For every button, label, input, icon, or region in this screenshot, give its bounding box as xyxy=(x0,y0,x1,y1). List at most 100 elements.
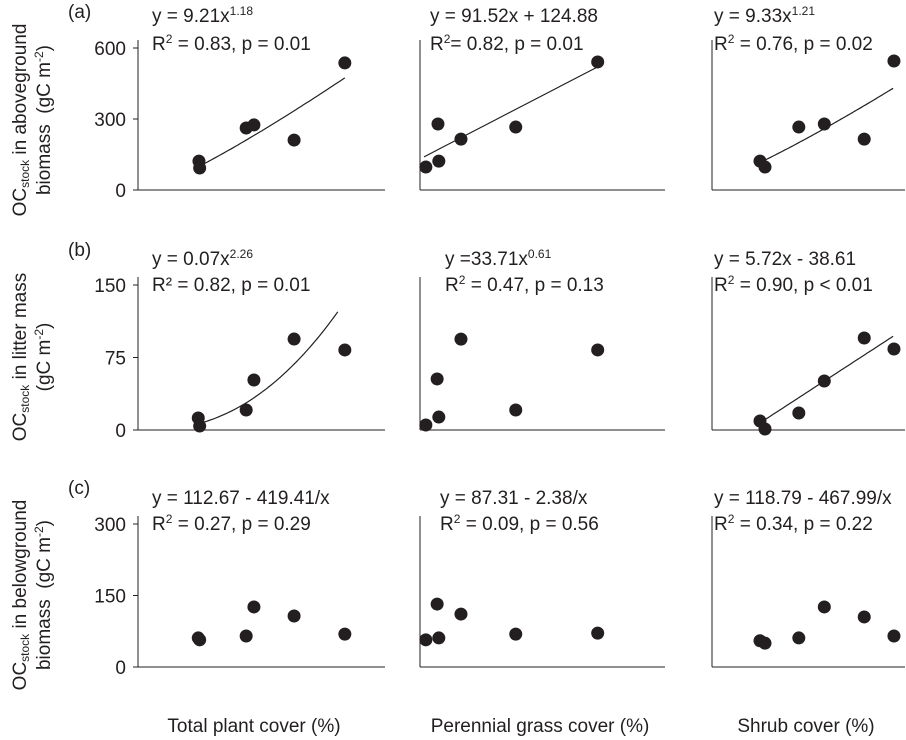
panel-label: (c) xyxy=(68,478,90,499)
y-axis-label-part: in aboveground xyxy=(10,24,31,160)
r-squared-part: 2 xyxy=(728,32,735,46)
data-point xyxy=(454,132,468,146)
r-squared: R2 = 0.76, p = 0.02 xyxy=(714,32,873,55)
data-point xyxy=(454,332,468,346)
data-point xyxy=(817,117,831,131)
data-point xyxy=(430,372,444,386)
equation-part: y = 91.52x + 124.88 xyxy=(430,6,598,27)
r-squared-part: R² = 0.82, p = 0.01 xyxy=(152,275,310,296)
data-point xyxy=(591,55,605,69)
equation-part: y = 87.31 - 2.38/x xyxy=(440,488,588,509)
y-tick-label: 0 xyxy=(115,181,126,202)
data-point xyxy=(432,631,446,645)
y-tick-label: 0 xyxy=(115,421,126,442)
data-point xyxy=(287,332,301,346)
r-squared-part: = 0.82, p = 0.01 xyxy=(450,34,583,55)
equation-part: y = 112.67 - 419.41/x xyxy=(152,488,330,509)
r-squared-part: = 0.83, p = 0.01 xyxy=(172,34,310,55)
r-squared-part: 2 xyxy=(454,512,461,526)
x-axis-label: Total plant cover (%) xyxy=(167,716,340,737)
y-axis-label-part: ) xyxy=(34,323,55,329)
data-point xyxy=(857,610,871,624)
data-point xyxy=(287,609,301,623)
data-point xyxy=(338,343,352,357)
y-axis-label-part: (gC m xyxy=(34,340,55,392)
data-point xyxy=(887,342,901,356)
data-point xyxy=(419,418,433,432)
data-point xyxy=(887,54,901,68)
data-point xyxy=(591,343,605,357)
data-point xyxy=(857,331,871,345)
y-tick-label: 300 xyxy=(94,110,126,131)
data-point xyxy=(247,600,261,614)
r-squared: R2= 0.82, p = 0.01 xyxy=(430,32,584,55)
y-tick-label: 0 xyxy=(115,658,126,679)
r-squared-part: R xyxy=(152,34,166,55)
data-point xyxy=(817,374,831,388)
r-squared-part: R xyxy=(714,34,728,55)
data-point xyxy=(338,627,352,641)
data-point xyxy=(792,406,806,420)
y-tick-label: 300 xyxy=(94,515,126,536)
equation-part: y = 9.21x xyxy=(152,6,230,27)
y-axis-label-part: in litter mass xyxy=(10,273,31,385)
r-squared: R2 = 0.90, p < 0.01 xyxy=(714,273,873,296)
equation: y =33.71x0.61 xyxy=(445,247,552,270)
r-squared-part: = 0.76, p = 0.02 xyxy=(734,34,872,55)
data-point xyxy=(509,627,523,641)
data-point xyxy=(239,403,253,417)
data-point xyxy=(193,419,207,433)
fit-line xyxy=(199,311,339,424)
data-point xyxy=(432,154,446,168)
fit-line xyxy=(198,77,346,168)
y-axis-label-part: OC xyxy=(10,188,31,217)
equation: y = 91.52x + 124.88 xyxy=(430,6,598,27)
r-squared-part: = 0.27, p = 0.29 xyxy=(172,514,310,535)
y-axis-label-part: ) xyxy=(34,45,55,51)
x-axis-label: Perennial grass cover (%) xyxy=(431,716,650,737)
equation: y = 5.72x - 38.61 xyxy=(714,249,856,270)
y-axis-label-part: biomass (gC m xyxy=(34,62,55,195)
r-squared: R2 = 0.09, p = 0.56 xyxy=(440,512,599,535)
data-point xyxy=(419,633,433,647)
r-squared: R2 = 0.83, p = 0.01 xyxy=(152,32,311,55)
data-point xyxy=(432,410,446,424)
equation-part: y = 9.33x xyxy=(714,6,792,27)
r-squared-part: 2 xyxy=(444,32,451,46)
y-tick-label: 75 xyxy=(105,349,126,370)
equation: y = 0.07x2.26 xyxy=(152,247,253,270)
equation: y = 87.31 - 2.38/x xyxy=(440,488,588,509)
data-point xyxy=(792,120,806,134)
data-point xyxy=(193,161,207,175)
fit-line xyxy=(423,66,598,158)
y-axis-label: OCstock in litter mass xyxy=(10,273,32,441)
y-axis-label-part: biomass (gC m xyxy=(34,537,55,670)
r-squared-part: = 0.34, p = 0.22 xyxy=(734,514,872,535)
y-axis-label-part: -2 xyxy=(32,526,46,537)
y-axis-label-part: stock xyxy=(18,633,32,662)
data-point xyxy=(239,629,253,643)
r-squared: R2 = 0.34, p = 0.22 xyxy=(714,512,873,535)
data-point xyxy=(857,132,871,146)
data-point xyxy=(247,373,261,387)
data-point xyxy=(509,403,523,417)
equation-part: 0.61 xyxy=(528,247,552,261)
equation-part: y = 118.79 - 467.99/x xyxy=(714,488,892,509)
r-squared-part: R xyxy=(714,275,728,296)
equation-part: 1.18 xyxy=(230,4,254,18)
data-point xyxy=(430,597,444,611)
r-squared-part: R xyxy=(714,514,728,535)
r-squared-part: = 0.90, p < 0.01 xyxy=(734,275,872,296)
x-axis-label: Shrub cover (%) xyxy=(737,716,874,737)
y-axis-label-part: -2 xyxy=(32,329,46,340)
equation-part: y =33.71x xyxy=(445,249,528,270)
r-squared-part: = 0.09, p = 0.56 xyxy=(460,514,598,535)
equation: y = 9.21x1.18 xyxy=(152,4,253,27)
data-point xyxy=(817,600,831,614)
y-tick-label: 150 xyxy=(94,587,126,608)
r-squared: R2 = 0.27, p = 0.29 xyxy=(152,512,311,535)
data-point xyxy=(792,631,806,645)
y-axis-label: biomass (gC m-2) xyxy=(32,520,55,670)
r-squared-part: 2 xyxy=(728,512,735,526)
